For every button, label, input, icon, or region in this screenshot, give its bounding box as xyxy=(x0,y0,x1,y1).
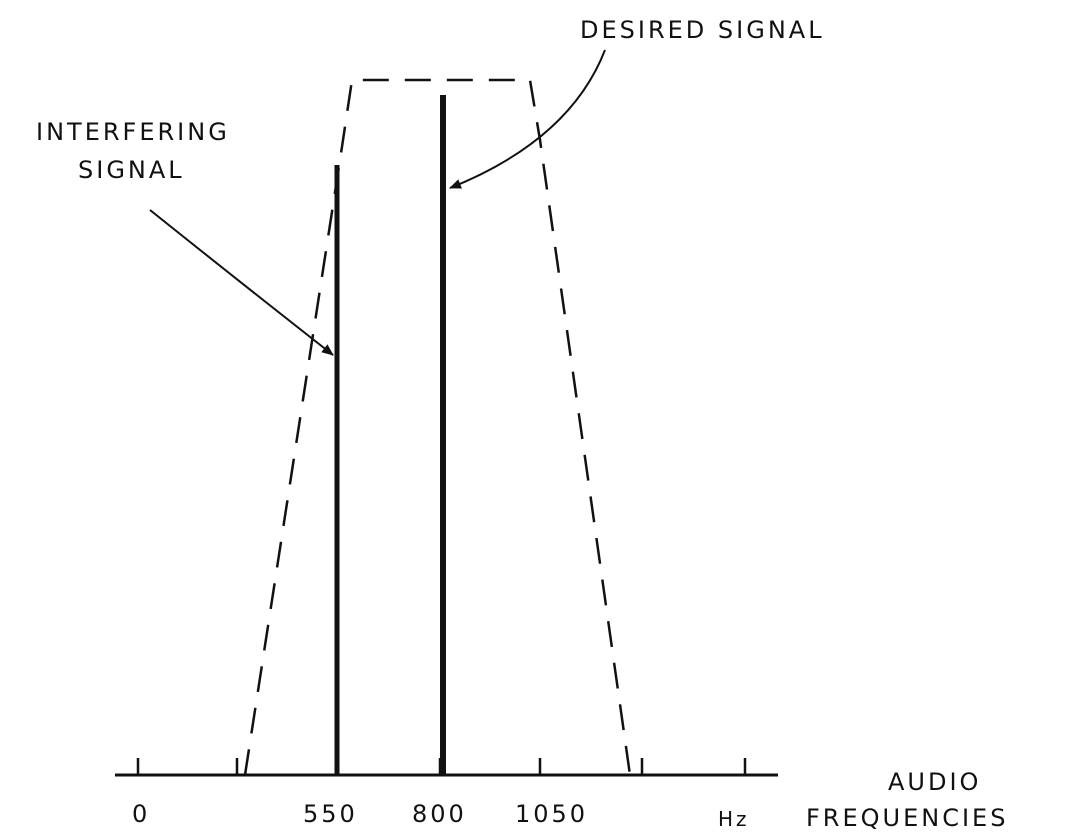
desired-arrow xyxy=(449,49,606,189)
unit-label: Hz xyxy=(718,807,750,831)
tick-label: 800 xyxy=(412,800,467,828)
axis-title: FREQUENCIES xyxy=(806,804,1008,832)
interfering-label: SIGNAL xyxy=(78,156,185,184)
axis-title: AUDIO xyxy=(888,768,981,796)
desired-label: DESIRED SIGNAL xyxy=(580,16,825,44)
tick-label: 0 xyxy=(132,800,150,828)
interfering-arrow xyxy=(149,209,334,356)
tick-label: 550 xyxy=(303,800,358,828)
interfering-label: INTERFERING xyxy=(36,118,230,146)
tick-label: 1050 xyxy=(515,800,588,828)
filter-passband xyxy=(243,78,632,776)
